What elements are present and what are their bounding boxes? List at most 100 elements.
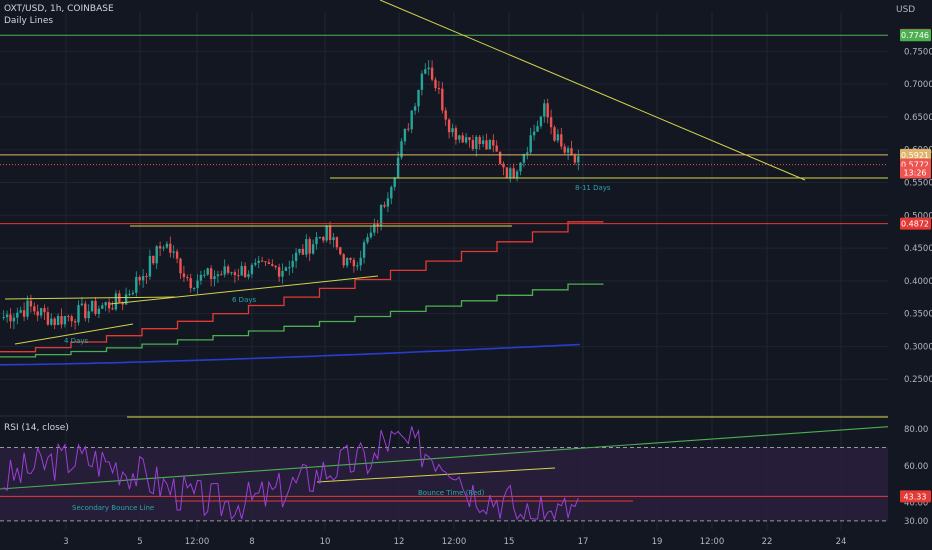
candle-body: [145, 275, 148, 277]
candle-body: [141, 275, 145, 281]
candle-body: [420, 73, 424, 90]
annotation-4-days: 4 Days: [64, 337, 89, 345]
rsi-value-tag: [900, 490, 931, 503]
candle-body: [22, 310, 26, 317]
time-axis-bg: [0, 532, 932, 550]
candle-body: [549, 117, 553, 128]
annotation-8-11-days: 8-11 Days: [575, 184, 611, 192]
candle-body: [203, 274, 206, 276]
rsi-line: [3, 426, 579, 521]
daily-blue-line: [0, 343, 581, 366]
candle-body: [43, 308, 46, 313]
time-tick-label: 10: [320, 537, 331, 547]
candle-body: [526, 152, 529, 154]
candle-body: [12, 317, 16, 322]
candle-body: [546, 103, 549, 118]
candle-body: [471, 139, 475, 149]
descending-trendline: [379, 0, 806, 181]
candle-body: [383, 204, 386, 207]
range-top-trendline: [4, 296, 176, 300]
candle-body: [19, 310, 22, 313]
price-tag: [900, 29, 931, 42]
candle-body: [359, 257, 362, 266]
candle-body: [345, 258, 349, 266]
candle-body: [107, 302, 111, 309]
candle-body: [539, 116, 543, 127]
candle-body: [121, 302, 124, 305]
time-tick-label: 17: [578, 537, 589, 547]
candle-body: [175, 251, 179, 259]
candle-body: [33, 306, 36, 312]
daily-green-step-line: [0, 283, 604, 358]
candle-body: [509, 168, 512, 178]
annotation-bounce-time: Bounce Time (Red): [418, 489, 485, 497]
candle-body: [328, 225, 332, 241]
candle-body: [189, 278, 192, 289]
rising-trendline: [109, 275, 379, 305]
candle-body: [373, 223, 376, 233]
candle-body: [512, 168, 515, 178]
candle-body: [165, 243, 169, 248]
candle-body: [288, 267, 291, 269]
candle-body: [424, 69, 427, 74]
candle-body: [502, 163, 505, 168]
candle-body: [172, 251, 175, 253]
candle-body: [352, 259, 356, 267]
price-tag: [900, 166, 931, 179]
candle-body: [60, 315, 63, 325]
price-tick-label: 0.5000: [904, 211, 932, 221]
price-tick-label: 0.2500: [904, 375, 932, 385]
candle-body: [77, 305, 80, 323]
symbol-title: OXT/USD, 1h, COINBASE: [4, 4, 114, 14]
time-tick-label: 3: [63, 537, 68, 547]
candle-body: [87, 311, 90, 319]
time-tick-label: 24: [836, 537, 847, 547]
candle-body: [570, 148, 573, 156]
candle-body: [298, 248, 301, 253]
candle-body: [461, 135, 464, 143]
candle-body: [254, 262, 257, 265]
candle-body: [379, 204, 383, 227]
candle-body: [434, 79, 437, 89]
candle-body: [536, 126, 539, 132]
price-tick-label: 0.4000: [904, 277, 932, 287]
candle-body: [131, 292, 135, 294]
candle-body: [386, 198, 390, 207]
candle-body: [243, 265, 247, 277]
candle-body: [505, 167, 509, 178]
candle-body: [284, 267, 288, 271]
candle-body: [481, 140, 485, 145]
candle-body: [441, 88, 444, 111]
candle-body: [9, 314, 12, 322]
candle-body: [63, 316, 67, 325]
price-tag: [900, 217, 931, 230]
candle-body: [322, 236, 325, 241]
candle-body: [135, 277, 138, 293]
candle-body: [111, 308, 114, 310]
candle-body: [485, 140, 488, 150]
daily-red-step-line: [0, 221, 604, 353]
candle-body: [311, 244, 315, 254]
candle-body: [80, 303, 84, 306]
candle-body: [444, 110, 447, 120]
candle-body: [454, 128, 458, 140]
candle-body: [515, 171, 519, 178]
rsi-local-trendline: [316, 467, 556, 483]
candle-body: [417, 89, 420, 107]
candle-body: [199, 274, 203, 281]
candle-body: [186, 277, 189, 279]
candle-body: [301, 248, 305, 255]
candle-body: [468, 137, 471, 140]
candle-body: [400, 141, 403, 158]
price-tag-label: 0.4872: [901, 220, 929, 229]
candle-body: [70, 316, 73, 322]
candle-body: [356, 265, 359, 267]
candle-body: [325, 225, 328, 241]
candle-body: [563, 146, 566, 153]
candle-body: [556, 134, 560, 141]
price-tag: [900, 148, 931, 161]
price-tick-label: 0.3500: [904, 310, 932, 320]
candle-body: [101, 305, 104, 309]
